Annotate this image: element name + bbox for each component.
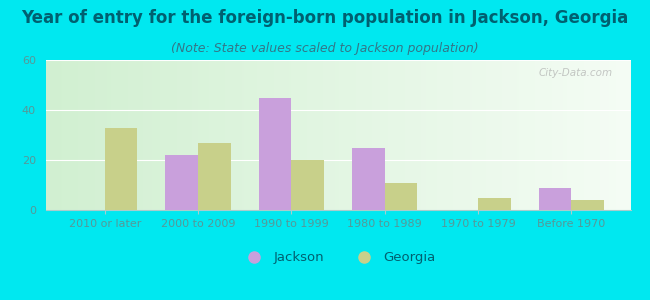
Legend: Jackson, Georgia: Jackson, Georgia: [235, 246, 441, 269]
Bar: [352, 148, 385, 210]
Bar: [539, 188, 571, 210]
Text: City-Data.com: City-Data.com: [539, 68, 613, 77]
Bar: [259, 98, 291, 210]
Bar: [165, 155, 198, 210]
Bar: [198, 142, 231, 210]
Bar: [478, 197, 511, 210]
Bar: [385, 182, 417, 210]
Bar: [571, 200, 604, 210]
Bar: [105, 128, 137, 210]
Text: Year of entry for the foreign-born population in Jackson, Georgia: Year of entry for the foreign-born popul…: [21, 9, 629, 27]
Bar: [291, 160, 324, 210]
Text: (Note: State values scaled to Jackson population): (Note: State values scaled to Jackson po…: [171, 42, 479, 55]
